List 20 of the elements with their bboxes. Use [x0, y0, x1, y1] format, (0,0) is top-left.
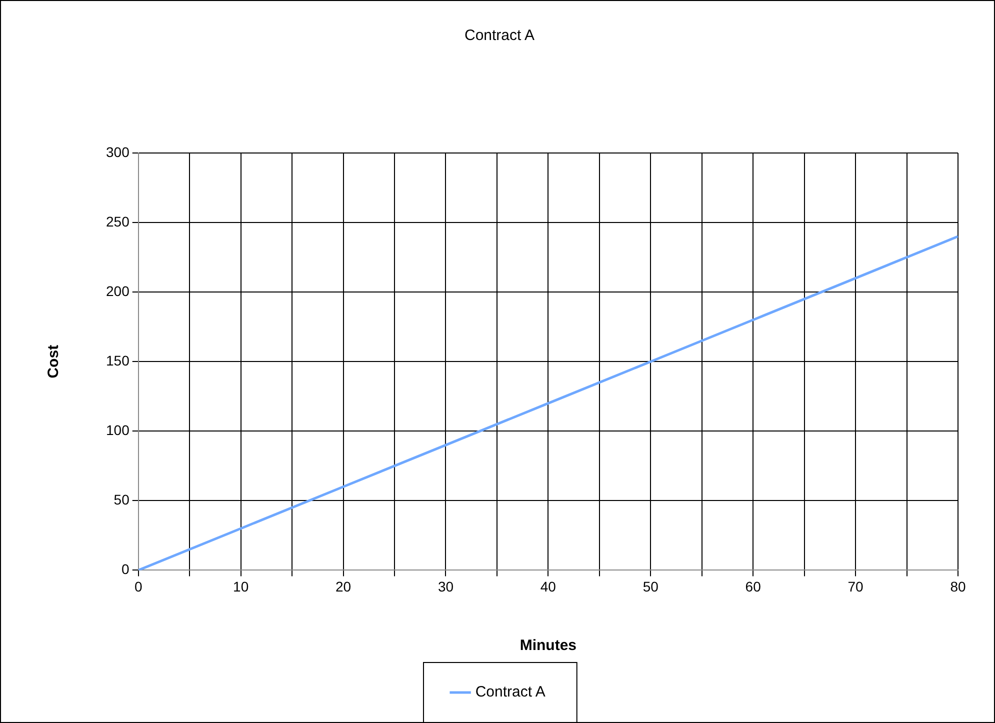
- y-tick-label: 200: [106, 282, 130, 299]
- x-tick-label: 80: [950, 578, 966, 594]
- y-tick-label: 50: [114, 492, 130, 508]
- x-tick-label: 0: [134, 578, 142, 594]
- y-tick-label: 300: [106, 144, 130, 160]
- x-tick-label: 40: [540, 578, 556, 594]
- y-axis-title: Cost: [45, 344, 62, 378]
- x-tick-label: 20: [335, 578, 352, 594]
- x-tick-label: 70: [848, 578, 864, 594]
- x-axis-title: Minutes: [520, 637, 577, 654]
- x-tick-label: 50: [642, 578, 659, 594]
- x-tick-label: 30: [438, 578, 454, 594]
- y-tick-label: 250: [106, 213, 130, 230]
- chart-title: Contract A: [464, 27, 535, 44]
- y-tick-label: 0: [122, 561, 130, 578]
- y-tick-label: 150: [106, 352, 130, 368]
- x-tick-label: 10: [233, 578, 249, 594]
- y-tick-label: 100: [106, 422, 130, 438]
- legend-label: Contract A: [475, 684, 546, 701]
- x-tick-label: 60: [745, 578, 762, 594]
